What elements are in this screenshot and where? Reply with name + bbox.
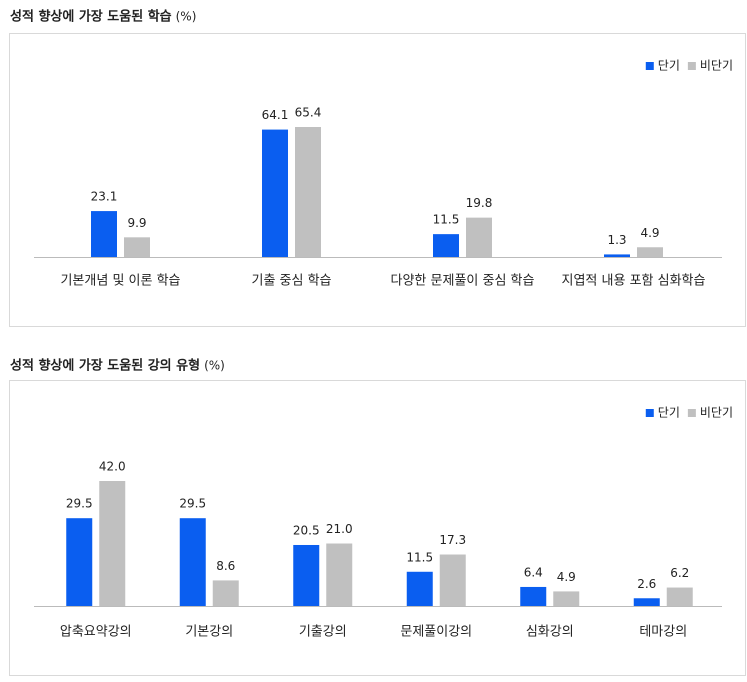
data-label: 4.9 xyxy=(557,570,576,584)
bar xyxy=(637,247,663,257)
legend-swatch xyxy=(645,62,654,70)
chart-unit: (%) xyxy=(204,359,225,373)
data-label: 1.3 xyxy=(607,233,626,247)
bar xyxy=(466,217,492,257)
legend-label: 비단기 xyxy=(700,406,733,420)
bar xyxy=(262,129,288,257)
data-label: 11.5 xyxy=(406,550,433,564)
x-tick-label: 문제풀이강의 xyxy=(400,625,472,640)
bar xyxy=(293,544,320,606)
bar xyxy=(439,554,466,606)
chart-title: 성적 향상에 가장 도움된 학습 xyxy=(10,9,172,25)
legend-label: 단기 xyxy=(658,59,680,73)
x-tick-label: 압축요약강의 xyxy=(60,625,132,640)
legend-swatch xyxy=(645,409,654,417)
bar xyxy=(212,580,239,606)
data-label: 6.2 xyxy=(670,566,689,580)
data-label: 42.0 xyxy=(99,460,126,474)
x-tick-label: 다양한 문제풀이 중심 학습 xyxy=(391,274,535,289)
chart-unit: (%) xyxy=(176,10,197,24)
bar xyxy=(326,543,353,606)
bar xyxy=(633,598,660,606)
x-tick-label: 기본개념 및 이론 학습 xyxy=(60,274,180,289)
data-label: 29.5 xyxy=(179,497,206,511)
bar xyxy=(99,481,126,606)
data-label: 9.9 xyxy=(127,216,146,230)
data-label: 4.9 xyxy=(640,226,659,240)
bar xyxy=(66,518,93,606)
data-label: 64.1 xyxy=(262,108,289,122)
bar xyxy=(604,254,630,257)
bar xyxy=(433,234,459,257)
legend-label: 비단기 xyxy=(700,59,733,73)
data-label: 20.5 xyxy=(293,523,320,537)
bar xyxy=(295,127,321,257)
legend-swatch xyxy=(687,62,696,70)
data-label: 11.5 xyxy=(433,213,460,227)
data-label: 6.4 xyxy=(524,565,543,579)
legend-swatch xyxy=(687,409,696,417)
x-tick-label: 기출강의 xyxy=(299,625,347,640)
bar xyxy=(553,591,580,606)
bar xyxy=(666,587,693,606)
legend-label: 단기 xyxy=(658,406,680,420)
x-tick-label: 지엽적 내용 포함 심화학습 xyxy=(562,274,706,289)
x-tick-label: 기본강의 xyxy=(185,625,233,640)
data-label: 19.8 xyxy=(466,196,493,210)
bar xyxy=(406,571,433,606)
bar xyxy=(124,237,150,257)
chart-frame xyxy=(9,33,746,327)
data-label: 8.6 xyxy=(216,559,235,573)
data-label: 65.4 xyxy=(295,106,322,120)
x-tick-label: 테마강의 xyxy=(639,625,687,640)
data-label: 21.0 xyxy=(326,522,353,536)
bar xyxy=(179,518,206,606)
data-label: 23.1 xyxy=(91,190,118,204)
data-label: 17.3 xyxy=(439,533,466,547)
x-tick-label: 기출 중심 학습 xyxy=(251,274,331,289)
x-tick-label: 심화강의 xyxy=(526,625,574,640)
data-label: 29.5 xyxy=(66,497,93,511)
bar xyxy=(520,586,547,606)
data-label: 2.6 xyxy=(637,577,656,591)
chart-title: 성적 향상에 가장 도움된 강의 유형 xyxy=(10,358,200,374)
chart-frame xyxy=(9,380,746,676)
bar xyxy=(91,211,117,257)
